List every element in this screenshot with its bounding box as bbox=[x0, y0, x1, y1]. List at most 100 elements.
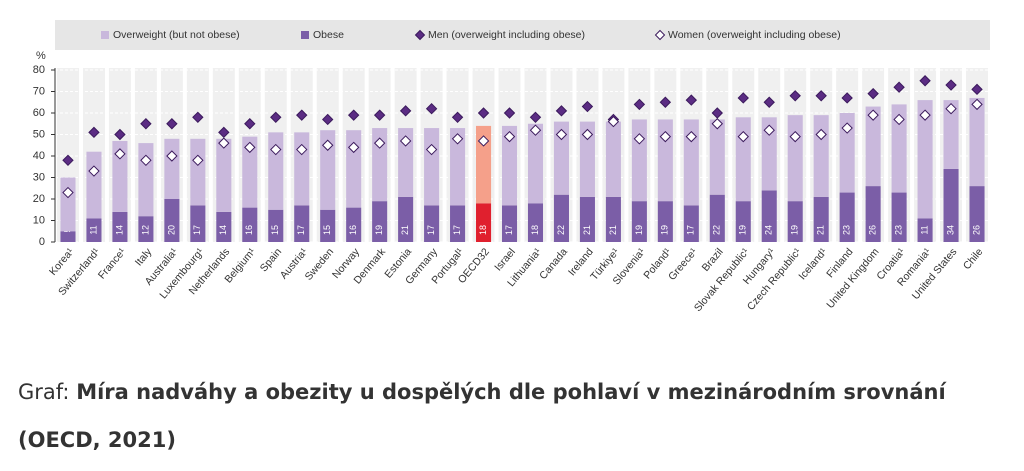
marker bbox=[789, 90, 801, 102]
bar-segment bbox=[683, 119, 699, 206]
x-tick-label: Canada bbox=[537, 246, 570, 282]
y-tick-label: 80 bbox=[33, 64, 45, 76]
bar-segment bbox=[501, 205, 518, 242]
bar-segment bbox=[424, 128, 440, 206]
bar-segment bbox=[398, 196, 414, 242]
bar-segment bbox=[112, 140, 128, 212]
marker bbox=[607, 115, 620, 128]
bar-segment bbox=[657, 201, 673, 242]
bar-segment bbox=[476, 125, 492, 204]
marker bbox=[971, 83, 983, 96]
value-label: 19 bbox=[660, 225, 670, 235]
marker bbox=[140, 118, 152, 130]
x-tick-label: Greece¹ bbox=[666, 246, 700, 283]
marker bbox=[945, 79, 957, 91]
y-unit: % bbox=[36, 50, 46, 62]
bar-segment bbox=[501, 125, 518, 206]
legend-label: Women (overweight including obese) bbox=[668, 29, 841, 41]
marker bbox=[633, 98, 646, 111]
x-tick-label: Sweden bbox=[303, 246, 337, 283]
bar-segment bbox=[631, 201, 647, 242]
marker bbox=[270, 143, 282, 156]
marker bbox=[244, 141, 256, 154]
y-tick-label: 20 bbox=[33, 193, 45, 205]
bar-segment bbox=[605, 121, 621, 197]
x-tick-label: Iceland¹ bbox=[796, 246, 830, 283]
bar-segment bbox=[476, 203, 492, 242]
marker bbox=[270, 111, 282, 124]
marker bbox=[477, 107, 490, 119]
bar-segment bbox=[631, 119, 647, 202]
legend-label: Obese bbox=[313, 29, 344, 41]
bar-segment bbox=[553, 121, 569, 195]
marker bbox=[140, 154, 152, 167]
value-label: 21 bbox=[816, 225, 826, 235]
marker bbox=[581, 128, 594, 141]
marker bbox=[711, 107, 723, 119]
marker bbox=[62, 186, 74, 199]
marker bbox=[737, 130, 749, 143]
bar-segment bbox=[372, 201, 388, 242]
marker bbox=[322, 139, 334, 151]
marker bbox=[218, 126, 230, 139]
bar-segment bbox=[164, 138, 180, 199]
value-label: 18 bbox=[530, 225, 540, 235]
value-label: 16 bbox=[244, 225, 254, 235]
bar-segment bbox=[527, 203, 544, 242]
x-tick-label: Chile bbox=[961, 246, 986, 272]
bar-segment bbox=[164, 199, 180, 242]
legend-swatch bbox=[301, 31, 309, 39]
bar-segment bbox=[138, 216, 154, 242]
marker bbox=[529, 124, 542, 136]
bar-segment bbox=[398, 128, 414, 197]
value-label: 16 bbox=[348, 225, 358, 235]
marker bbox=[737, 92, 749, 104]
marker bbox=[685, 130, 698, 143]
bar-segment bbox=[372, 128, 388, 202]
marker bbox=[62, 154, 74, 167]
value-label: 17 bbox=[192, 225, 202, 235]
bar-segment bbox=[216, 211, 232, 242]
bar-segment bbox=[865, 186, 881, 242]
value-label: 22 bbox=[556, 225, 566, 235]
marker bbox=[296, 143, 308, 156]
value-label: 24 bbox=[764, 225, 774, 235]
marker bbox=[114, 148, 126, 160]
bar-segment bbox=[86, 151, 102, 219]
bar-segment bbox=[943, 100, 959, 169]
bar-segment bbox=[450, 205, 466, 242]
bar-segment bbox=[450, 128, 466, 206]
marker bbox=[815, 128, 827, 141]
bar-segment bbox=[891, 104, 907, 193]
legend-swatch bbox=[654, 29, 666, 41]
caption-text: Míra nadváhy a obezity u dospělých dle p… bbox=[18, 380, 946, 452]
marker bbox=[555, 128, 568, 141]
bar-segment bbox=[294, 132, 310, 206]
value-label: 14 bbox=[114, 225, 124, 235]
bar-segment bbox=[268, 132, 284, 210]
marker bbox=[867, 109, 879, 121]
marker bbox=[244, 118, 256, 130]
bar-segment bbox=[761, 190, 777, 242]
value-label: 19 bbox=[738, 225, 748, 235]
bar-segment bbox=[242, 136, 258, 208]
marker bbox=[451, 133, 464, 145]
marker bbox=[841, 92, 853, 104]
bar-segment bbox=[839, 113, 855, 193]
y-tick-label: 0 bbox=[39, 236, 45, 248]
bar-segment bbox=[891, 192, 907, 242]
bar-segment bbox=[86, 218, 102, 242]
marker bbox=[373, 137, 386, 149]
value-label: 34 bbox=[945, 225, 955, 235]
value-label: 17 bbox=[426, 225, 436, 235]
bar-segment bbox=[294, 205, 310, 242]
value-label: 22 bbox=[712, 225, 722, 235]
marker bbox=[425, 102, 438, 115]
bar-segment bbox=[787, 115, 803, 202]
marker bbox=[841, 122, 853, 134]
marker bbox=[166, 150, 178, 162]
legend-box bbox=[55, 20, 990, 50]
bar-segment bbox=[268, 209, 284, 242]
bar-segment bbox=[60, 231, 76, 242]
marker bbox=[815, 90, 827, 102]
